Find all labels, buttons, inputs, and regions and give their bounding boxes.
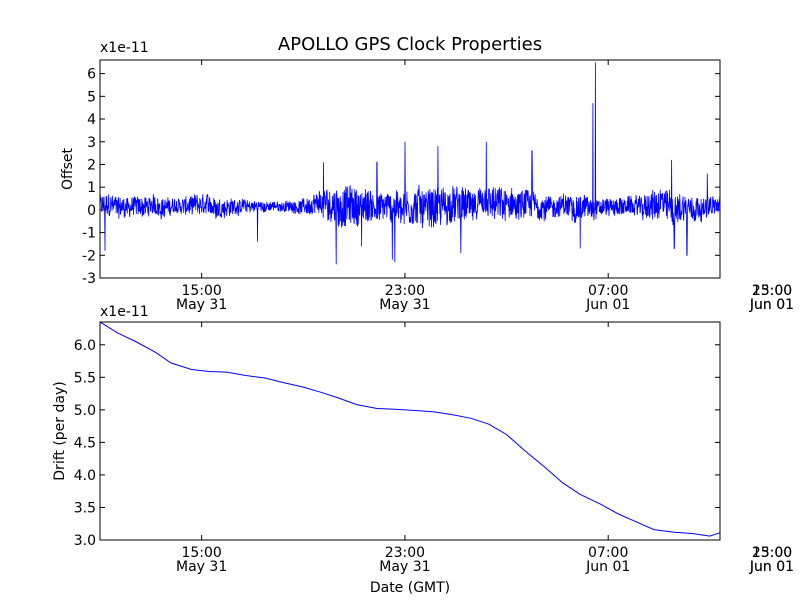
offset-x-tick-time: 23:00: [752, 283, 792, 299]
chart-title: APOLLO GPS Clock Properties: [278, 34, 542, 55]
drift-x-tick-date: May 31: [176, 559, 227, 575]
offset-x-tick-time: 15:00: [181, 283, 221, 299]
offset-y-tick-label: 0: [87, 203, 96, 219]
drift-x-tick-date: Jun 01: [749, 559, 794, 575]
offset-x-tick-date: Jun 01: [749, 297, 794, 313]
drift-plot-frame: [99, 321, 721, 541]
offset-series-line: [100, 62, 720, 265]
offset-x-tick-time: 15:00: [752, 283, 792, 299]
drift-x-tick-time: 23:00: [385, 545, 425, 561]
drift-x-tick-date: Jun 01: [585, 559, 630, 575]
drift-x-tick-time: 23:00: [752, 545, 792, 561]
drift-y-tick-label: 3.0: [74, 533, 96, 549]
offset-y-tick-label: 5: [87, 89, 96, 105]
offset-scale-note: x1e-11: [100, 40, 149, 56]
drift-y-tick-label: 4.0: [74, 468, 96, 484]
offset-y-tick-label: 1: [87, 180, 96, 196]
offset-y-tick-label: -1: [82, 226, 96, 242]
drift-y-tick-label: 5.5: [74, 370, 96, 386]
offset-x-tick-time: 07:00: [588, 283, 628, 299]
offset-x-tick-date: May 31: [176, 297, 227, 313]
drift-y-tick-label: 3.5: [74, 500, 96, 516]
drift-y-tick-label: 5.0: [74, 403, 96, 419]
drift-x-tick-time: 15:00: [181, 545, 221, 561]
drift-series-line: [100, 322, 720, 537]
drift-y-tick-label: 6.0: [74, 338, 96, 354]
drift-y-tick-label: 4.5: [74, 435, 96, 451]
offset-x-tick-time: 23:00: [385, 283, 425, 299]
offset-y-tick-label: -3: [82, 271, 96, 287]
offset-x-tick-date: Jun 01: [749, 297, 794, 313]
x-axis-label: Date (GMT): [370, 580, 450, 596]
offset-y-tick-label: -2: [82, 248, 96, 264]
drift-x-tick-time: 07:00: [588, 545, 628, 561]
drift-y-label: Drift (per day): [52, 381, 68, 480]
offset-y-tick-label: 2: [87, 157, 96, 173]
drift-x-tick-date: Jun 01: [749, 559, 794, 575]
drift-x-tick-date: May 31: [379, 559, 430, 575]
offset-y-tick-label: 6: [87, 67, 96, 83]
offset-y-label: Offset: [60, 147, 76, 190]
drift-x-tick-time: 15:00: [752, 545, 792, 561]
offset-y-tick-label: 4: [87, 112, 96, 128]
offset-x-tick-date: May 31: [379, 297, 430, 313]
offset-y-tick-label: 3: [87, 135, 96, 151]
offset-x-tick-date: Jun 01: [585, 297, 630, 313]
drift-scale-note: x1e-11: [100, 304, 149, 320]
offset-plot-frame: [99, 59, 721, 279]
